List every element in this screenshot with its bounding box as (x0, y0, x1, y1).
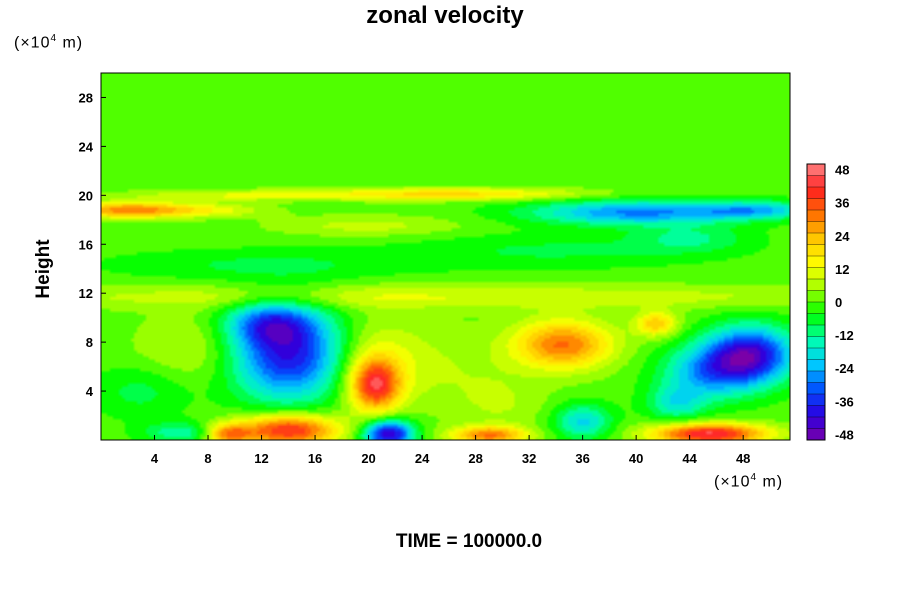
colorbar-tick-label: -48 (835, 427, 854, 442)
x-unit-exponent: 4 (750, 472, 758, 483)
x-tick-label: 28 (468, 451, 482, 466)
x-axis-unit: (×104 m) (714, 472, 783, 491)
y-tick-label: 8 (86, 335, 93, 350)
colorbar-tick-label: -12 (835, 328, 854, 343)
colorbar-tick-label: -36 (835, 394, 854, 409)
colorbar-band (807, 187, 825, 199)
x-tick-label: 32 (522, 451, 536, 466)
colorbar-band (807, 221, 825, 234)
x-tick-label: 24 (415, 451, 430, 466)
colorbar-band (807, 336, 825, 349)
y-tick-label: 24 (79, 139, 94, 154)
x-tick-label: 36 (575, 451, 589, 466)
colorbar-tick-label: 0 (835, 295, 842, 310)
colorbar-band (807, 348, 825, 360)
colorbar-band (807, 175, 825, 188)
x-unit-prefix: (×10 (714, 473, 751, 491)
colorbar-tick-label: 12 (835, 262, 849, 277)
x-unit-suffix: m) (757, 473, 784, 491)
velocity-field (101, 73, 790, 440)
colorbar-band (807, 417, 825, 429)
colorbar-band (807, 325, 825, 337)
colorbar-band (807, 302, 825, 314)
colorbar (806, 163, 826, 441)
x-tick-label: 16 (308, 451, 322, 466)
colorbar-ticks: 48 36 24 12 0 -12 -24 -36 -48 (835, 163, 855, 443)
x-tick-label: 48 (736, 451, 750, 466)
colorbar-tick-label: -24 (835, 361, 855, 376)
y-axis-unit: (×104 m) (14, 33, 83, 52)
colorbar-band (807, 428, 825, 441)
colorbar-band (807, 267, 825, 280)
colorbar-band (807, 290, 825, 303)
colorbar-band (807, 244, 825, 257)
x-tick-label: 20 (361, 451, 375, 466)
chart-title: zonal velocity (366, 2, 524, 29)
y-tick-label: 20 (79, 188, 93, 203)
colorbar-band (807, 210, 825, 222)
colorbar-band (807, 382, 825, 395)
y-tick-label: 16 (79, 237, 93, 252)
colorbar-band (807, 233, 825, 245)
x-tick-label: 44 (682, 451, 697, 466)
y-tick-label: 28 (79, 90, 93, 105)
x-tick-label: 12 (254, 451, 268, 466)
colorbar-tick-label: 24 (835, 229, 850, 244)
colorbar-band (807, 371, 825, 383)
y-tick-label: 4 (86, 384, 94, 399)
colorbar-band (807, 394, 825, 406)
plot-frame (100, 72, 791, 441)
x-tick-label: 8 (204, 451, 211, 466)
colorbar-band (807, 279, 825, 291)
colorbar-band (807, 313, 825, 326)
x-tick-label: 40 (629, 451, 643, 466)
colorbar-frame (806, 163, 826, 441)
x-axis-ticks: 4 8 12 16 20 24 28 32 36 40 44 48 (151, 435, 750, 466)
colorbar-band (807, 359, 825, 372)
y-unit-prefix: (×10 (14, 34, 51, 52)
x-tick-label: 4 (151, 451, 159, 466)
colorbar-band (807, 198, 825, 211)
y-axis-ticks: 4 8 12 16 20 24 28 (79, 90, 106, 399)
y-tick-label: 12 (79, 286, 93, 301)
colorbar-tick-label: 48 (835, 163, 849, 178)
plot-area (100, 72, 791, 441)
y-unit-exponent: 4 (50, 33, 58, 44)
colorbar-band (807, 256, 825, 268)
colorbar-band (807, 164, 825, 176)
time-annotation: TIME = 100000.0 (395, 531, 543, 552)
colorbar-tick-label: 36 (835, 196, 849, 211)
colorbar-band (807, 405, 825, 418)
y-unit-suffix: m) (57, 34, 84, 52)
